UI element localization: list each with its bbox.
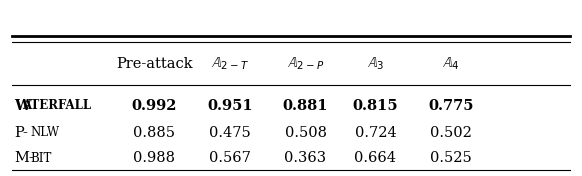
Text: $\mathbb{A}_{2-P}$: $\mathbb{A}_{2-P}$ xyxy=(287,55,324,72)
Text: 0.567: 0.567 xyxy=(209,151,251,165)
Text: M-: M- xyxy=(15,151,34,165)
Text: BIT: BIT xyxy=(30,152,52,165)
Text: 0.775: 0.775 xyxy=(428,99,474,113)
Text: 0.885: 0.885 xyxy=(133,126,175,140)
Text: $\mathbb{A}_{2-T}$: $\mathbb{A}_{2-T}$ xyxy=(211,55,249,72)
Text: 0.992: 0.992 xyxy=(132,99,177,113)
Text: 0.881: 0.881 xyxy=(283,99,328,113)
Text: Pre-attack: Pre-attack xyxy=(116,57,193,71)
Text: 0.815: 0.815 xyxy=(353,99,398,113)
Text: 0.664: 0.664 xyxy=(354,151,396,165)
Text: 0.525: 0.525 xyxy=(430,151,472,165)
Text: 0.988: 0.988 xyxy=(133,151,175,165)
Text: 0.508: 0.508 xyxy=(285,126,327,140)
Text: ATERFALL: ATERFALL xyxy=(23,99,91,112)
Text: P-: P- xyxy=(15,126,29,140)
Text: 0.363: 0.363 xyxy=(285,151,327,165)
Text: 0.951: 0.951 xyxy=(207,99,253,113)
Text: W: W xyxy=(15,99,31,113)
Text: 0.502: 0.502 xyxy=(430,126,472,140)
Text: 0.724: 0.724 xyxy=(354,126,396,140)
Text: NLW: NLW xyxy=(30,126,59,139)
Text: 0.475: 0.475 xyxy=(209,126,251,140)
Text: $\mathbb{A}_{3}$: $\mathbb{A}_{3}$ xyxy=(367,55,384,72)
Text: $\mathbb{A}_{4}$: $\mathbb{A}_{4}$ xyxy=(442,55,460,72)
